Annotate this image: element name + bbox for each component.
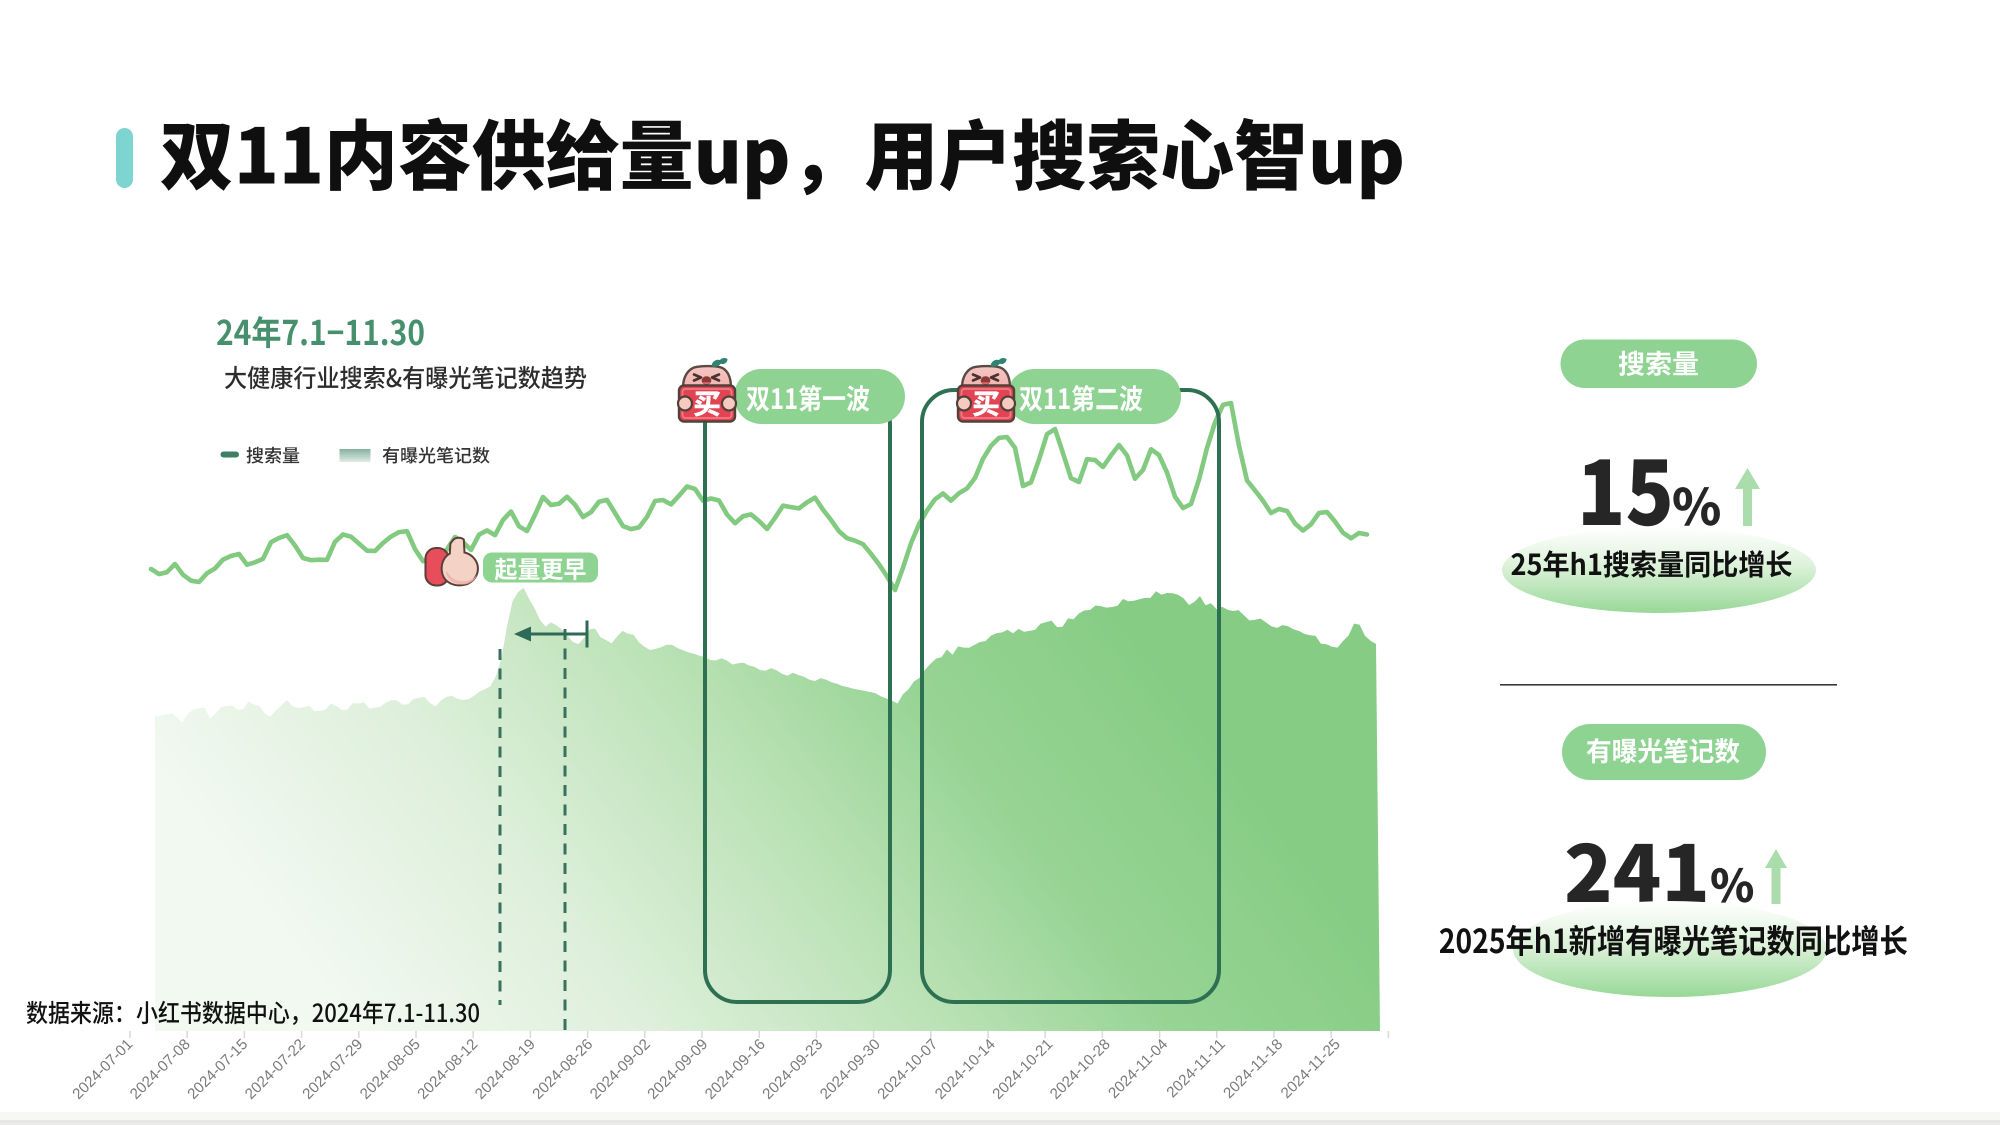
svg-text:2024-07-22: 2024-07-22 [242, 1036, 309, 1103]
svg-text:2024-10-21: 2024-10-21 [989, 1036, 1056, 1103]
svg-text:2024-11-25: 2024-11-25 [1278, 1036, 1344, 1102]
svg-text:2024-09-30: 2024-09-30 [817, 1036, 884, 1103]
svg-text:2024-11-11: 2024-11-11 [1163, 1036, 1228, 1101]
svg-text:2024-07-08: 2024-07-08 [127, 1036, 194, 1103]
svg-text:2024-07-29: 2024-07-29 [299, 1036, 366, 1103]
svg-text:2024-07-15: 2024-07-15 [184, 1036, 251, 1103]
svg-text:2024-08-19: 2024-08-19 [472, 1036, 539, 1103]
svg-text:2024-10-28: 2024-10-28 [1047, 1036, 1114, 1103]
svg-text:2024-11-04: 2024-11-04 [1105, 1036, 1171, 1102]
svg-text:2024-09-02: 2024-09-02 [587, 1036, 654, 1103]
svg-text:2024-08-12: 2024-08-12 [414, 1036, 481, 1103]
svg-text:2024-08-26: 2024-08-26 [529, 1036, 596, 1103]
svg-text:2024-09-09: 2024-09-09 [644, 1036, 711, 1103]
svg-text:2024-09-16: 2024-09-16 [702, 1036, 769, 1103]
svg-text:2024-11-18: 2024-11-18 [1220, 1036, 1286, 1102]
svg-text:2024-10-07: 2024-10-07 [874, 1036, 941, 1103]
svg-text:2024-08-05: 2024-08-05 [357, 1036, 424, 1103]
svg-text:2024-09-23: 2024-09-23 [759, 1036, 826, 1103]
svg-text:2024-07-01: 2024-07-01 [69, 1036, 136, 1103]
svg-text:2024-10-14: 2024-10-14 [932, 1036, 999, 1103]
